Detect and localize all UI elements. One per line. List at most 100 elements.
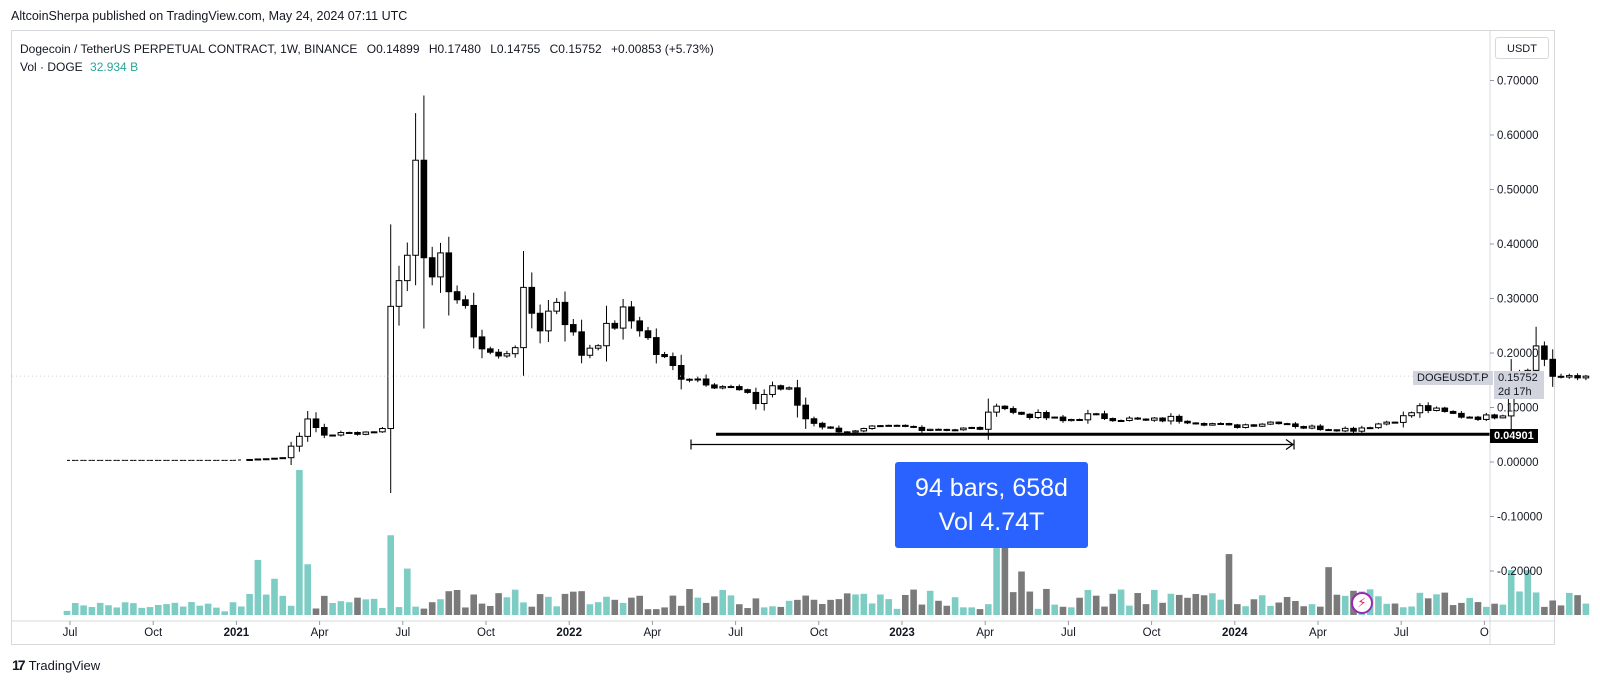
volume-bar bbox=[370, 598, 378, 615]
tradingview-logo[interactable]: 17 TradingView bbox=[12, 657, 100, 673]
candle-body bbox=[1391, 421, 1399, 424]
volume-bar bbox=[138, 607, 145, 615]
candle-body bbox=[1076, 418, 1083, 421]
volume-bar bbox=[1275, 602, 1283, 615]
volume-bar bbox=[1557, 605, 1565, 615]
volume-bar bbox=[271, 578, 278, 615]
candle-body bbox=[785, 387, 793, 390]
candle-body bbox=[1184, 420, 1191, 424]
candle-body bbox=[1433, 407, 1440, 412]
candle-body bbox=[1167, 415, 1175, 422]
volume-bar bbox=[1126, 605, 1133, 615]
volume-bar bbox=[229, 602, 237, 615]
legend-high: H0.17480 bbox=[428, 42, 481, 56]
volume-bar bbox=[420, 608, 428, 615]
x-tick-label: Apr bbox=[1309, 627, 1327, 639]
candle-body bbox=[1566, 375, 1573, 378]
candle-body bbox=[719, 386, 727, 389]
volume-bar bbox=[1292, 601, 1299, 615]
candle-body bbox=[1541, 345, 1548, 360]
candle-body bbox=[262, 458, 270, 461]
candle-body bbox=[370, 431, 378, 434]
volume-bar bbox=[769, 606, 776, 615]
lightning-icon[interactable]: ⚡ bbox=[1351, 592, 1373, 614]
volume-bar bbox=[677, 605, 685, 615]
volume-bar bbox=[777, 606, 785, 615]
volume-bar bbox=[453, 589, 461, 615]
y-tick-label: 0.00000 bbox=[1497, 457, 1539, 469]
volume-bar bbox=[470, 594, 477, 615]
volume-bar bbox=[835, 599, 843, 615]
volume-bar bbox=[329, 603, 336, 615]
x-tick-label: Oct bbox=[1143, 627, 1162, 639]
candle-body bbox=[1582, 375, 1590, 379]
volume-bar bbox=[885, 599, 892, 615]
volume-bar bbox=[462, 607, 469, 615]
candle-body bbox=[619, 306, 627, 329]
candle-body bbox=[1159, 417, 1166, 422]
candle-body bbox=[1151, 417, 1158, 421]
x-tick-label: 2021 bbox=[224, 627, 250, 639]
candle-body bbox=[246, 458, 253, 461]
y-tick-label: -0.10000 bbox=[1497, 512, 1542, 524]
candle-body bbox=[935, 428, 942, 431]
volume-bar bbox=[1333, 594, 1341, 615]
candle-body bbox=[1499, 415, 1507, 419]
volume-bar bbox=[1408, 606, 1415, 615]
volume-bar bbox=[578, 591, 585, 615]
volume-bar bbox=[1151, 589, 1158, 615]
measure-bars-days: 94 bars, 658d bbox=[915, 474, 1068, 502]
volume-bar bbox=[926, 590, 934, 615]
volume-bar bbox=[1192, 593, 1200, 615]
volume-bar bbox=[1416, 592, 1424, 615]
candle-body bbox=[470, 304, 477, 338]
measure-arrowhead bbox=[1285, 439, 1295, 451]
volume-bar bbox=[1184, 597, 1191, 615]
legend-vol-value: 32.934 B bbox=[90, 60, 139, 74]
candle-body bbox=[1466, 416, 1474, 419]
candle-body bbox=[968, 426, 976, 429]
candle-body bbox=[644, 330, 652, 339]
volume-bar bbox=[1159, 602, 1166, 615]
volume-bar bbox=[63, 610, 71, 615]
candle-body bbox=[727, 386, 735, 389]
candle-body bbox=[960, 427, 967, 431]
volume-bar bbox=[686, 589, 693, 615]
volume-bar bbox=[619, 602, 627, 615]
candle-body bbox=[819, 422, 826, 428]
candle-body bbox=[1325, 429, 1332, 432]
volume-bar bbox=[827, 599, 834, 615]
candle-body bbox=[694, 378, 702, 381]
drawings bbox=[12, 375, 1490, 451]
volume-bar bbox=[312, 608, 320, 615]
volume-bar bbox=[1532, 592, 1540, 615]
volume-bar bbox=[121, 602, 129, 615]
volume-bar bbox=[511, 589, 519, 615]
volume-bar bbox=[1375, 596, 1382, 615]
volume-bar bbox=[179, 606, 187, 615]
volume-bar bbox=[852, 594, 859, 615]
volume-bar bbox=[146, 607, 154, 615]
candle-body bbox=[926, 428, 934, 431]
volume-bar bbox=[246, 593, 253, 615]
volume-bar bbox=[711, 596, 718, 615]
candle-body bbox=[1234, 424, 1241, 428]
volume-bar bbox=[1134, 593, 1141, 615]
volume-bar bbox=[1566, 592, 1573, 615]
currency-button[interactable]: USDT bbox=[1495, 37, 1549, 59]
candle-body bbox=[271, 457, 278, 460]
volume-bar bbox=[1317, 606, 1324, 615]
volume-bar bbox=[860, 593, 868, 615]
candle-body bbox=[702, 378, 710, 386]
volume-bars bbox=[63, 470, 1590, 615]
volume-bar bbox=[1474, 602, 1482, 615]
volume-bar bbox=[951, 597, 959, 615]
volume-bar bbox=[611, 599, 619, 615]
y-tick-label: 0.60000 bbox=[1497, 130, 1539, 142]
volume-bar bbox=[337, 601, 345, 615]
candle-body bbox=[760, 393, 768, 405]
candle-body bbox=[1258, 423, 1266, 427]
candle-body bbox=[1092, 413, 1100, 416]
candle-body bbox=[910, 425, 917, 428]
